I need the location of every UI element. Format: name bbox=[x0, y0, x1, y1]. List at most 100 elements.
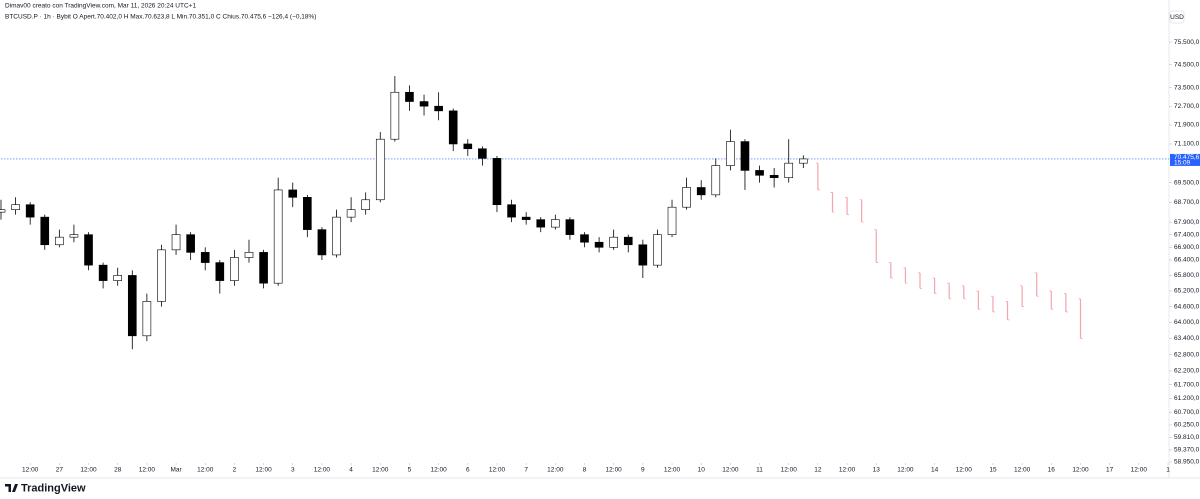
candle-body bbox=[244, 252, 254, 258]
y-tick-label: 67.900,0 bbox=[1174, 219, 1200, 226]
candle-body bbox=[390, 91, 400, 140]
candle-body bbox=[492, 158, 502, 206]
y-tick-label: 71.100,0 bbox=[1174, 141, 1200, 148]
projection bbox=[815, 162, 1083, 339]
candle-body bbox=[419, 101, 429, 107]
candle-body bbox=[711, 165, 721, 196]
y-tick-label: 75.500,0 bbox=[1174, 39, 1200, 46]
candle-body bbox=[565, 219, 575, 235]
x-tick-label: 12:00 bbox=[489, 467, 506, 474]
x-tick-label: 13 bbox=[873, 467, 881, 474]
candle-body bbox=[113, 275, 123, 281]
price-label: 70.475,6 bbox=[1174, 154, 1200, 161]
candle-body bbox=[288, 189, 298, 198]
candle-body bbox=[580, 234, 589, 243]
candle-body bbox=[551, 219, 560, 228]
y-tick-label: 65.800,0 bbox=[1174, 272, 1200, 279]
x-tick-label: Mar bbox=[170, 467, 182, 474]
y-tick-label: 60.700,0 bbox=[1174, 409, 1200, 416]
candle-body bbox=[40, 216, 50, 246]
x-tick-label: 6 bbox=[466, 467, 470, 474]
x-tick-label: 12:00 bbox=[430, 467, 447, 474]
candle-body bbox=[273, 189, 283, 284]
candle-body bbox=[230, 257, 239, 281]
y-tick-label: 60.250,0 bbox=[1174, 422, 1200, 429]
x-tick-label: 15 bbox=[989, 467, 997, 474]
candle-body bbox=[623, 236, 633, 246]
candle-body bbox=[609, 236, 618, 248]
candle-body bbox=[653, 234, 662, 266]
candle-body bbox=[259, 252, 268, 284]
y-tick-label: 64.600,0 bbox=[1174, 303, 1200, 310]
x-tick-label: 12:00 bbox=[80, 467, 97, 474]
candle-body bbox=[769, 174, 779, 179]
x-tick-label: 14 bbox=[931, 467, 939, 474]
x-tick-label: 11 bbox=[756, 467, 763, 474]
x-tick-label: 12:00 bbox=[1131, 467, 1148, 474]
y-tick-label: 61.200,0 bbox=[1174, 395, 1200, 402]
candle-body bbox=[361, 199, 370, 210]
x-tick-label: 5 bbox=[408, 467, 412, 474]
candle-body bbox=[463, 143, 473, 150]
candle-body bbox=[142, 301, 152, 337]
y-tick-label: 68.700,0 bbox=[1174, 199, 1200, 206]
y-tick-label: 61.700,0 bbox=[1174, 381, 1200, 388]
y-tick-label: 72.700,0 bbox=[1174, 103, 1200, 110]
y-tick-label: 62.200,0 bbox=[1174, 368, 1200, 375]
x-tick-label: 12 bbox=[814, 467, 822, 474]
y-tick-label: 67.400,0 bbox=[1174, 231, 1200, 238]
candle-body bbox=[69, 234, 79, 238]
candle-body bbox=[0, 209, 6, 213]
currency[interactable]: USD bbox=[1170, 14, 1184, 21]
x-tick-label: 12:00 bbox=[664, 467, 681, 474]
candle-body bbox=[696, 187, 706, 196]
candle-body bbox=[682, 187, 691, 208]
x-tick-label: 12:00 bbox=[1072, 467, 1089, 474]
currency-box[interactable] bbox=[1169, 10, 1185, 24]
x-tick-label: 12:00 bbox=[722, 467, 739, 474]
price-label-box bbox=[1170, 153, 1200, 166]
candle-body bbox=[536, 219, 546, 228]
credit: Dimav00 creato con TradingView.com, Mar … bbox=[5, 3, 196, 10]
candle-body bbox=[375, 138, 385, 201]
x-tick-label: 8 bbox=[583, 467, 587, 474]
chart-title: BTCUSD.P · 1h · Bybit O Apert.70.402,0 H… bbox=[5, 14, 316, 21]
candle-body bbox=[157, 249, 166, 302]
x-tick-label: 1 bbox=[1166, 467, 1170, 474]
candle-body bbox=[448, 110, 458, 145]
x-tick-label: 12:00 bbox=[197, 467, 214, 474]
x-tick-label: 16 bbox=[1048, 467, 1056, 474]
x-tick-label: 12:00 bbox=[1014, 467, 1031, 474]
y-tick-label: 62.800,0 bbox=[1174, 351, 1200, 358]
x-tick-label: 12:00 bbox=[314, 467, 331, 474]
candle-body bbox=[98, 264, 108, 281]
x-tick-label: 3 bbox=[291, 467, 295, 474]
x-tick-label: 2 bbox=[233, 467, 237, 474]
candle-body bbox=[332, 216, 341, 256]
brand-logo bbox=[5, 484, 18, 492]
x-tick-label: 27 bbox=[56, 467, 64, 474]
x-tick-label: 12:00 bbox=[839, 467, 856, 474]
y-tick-label: 73.500,0 bbox=[1174, 84, 1200, 91]
y-tick-label: 69.500,0 bbox=[1174, 179, 1200, 186]
x-tick-label: 12:00 bbox=[255, 467, 272, 474]
candle-body bbox=[25, 204, 35, 218]
candle-body bbox=[127, 275, 137, 337]
x-tick-label: 7 bbox=[524, 467, 528, 474]
candle-body bbox=[799, 158, 808, 164]
candles bbox=[0, 76, 808, 350]
candle-body bbox=[405, 91, 414, 102]
y-tick-label: 66.900,0 bbox=[1174, 244, 1200, 251]
candle-body bbox=[594, 241, 604, 248]
y-tick-label: 71.900,0 bbox=[1174, 122, 1200, 129]
x-tick-label: 28 bbox=[114, 467, 122, 474]
candle-body bbox=[726, 141, 735, 166]
candle-body bbox=[667, 206, 677, 235]
y-tick-label: 65.200,0 bbox=[1174, 288, 1200, 295]
y-tick-label: 58.950,0 bbox=[1174, 459, 1200, 466]
candle-body bbox=[784, 162, 794, 179]
candle-body bbox=[740, 141, 750, 171]
candle-body bbox=[171, 234, 181, 251]
